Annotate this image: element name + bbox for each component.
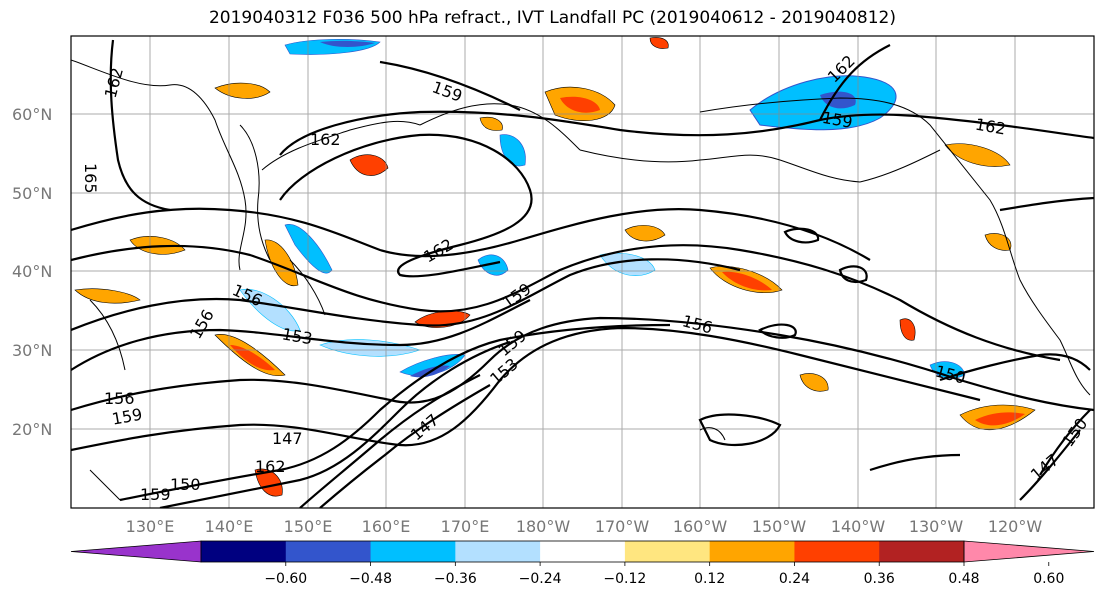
lon-label: 180°W <box>516 517 571 536</box>
colorbar-segment <box>455 541 541 562</box>
lon-label: 150°E <box>284 517 333 536</box>
colorbar-segment <box>540 541 626 562</box>
lon-label: 150°W <box>752 517 807 536</box>
lon-label: 160°W <box>673 517 728 536</box>
lat-label: 30°N <box>12 341 52 360</box>
contour-label: 156 <box>104 389 135 408</box>
colorbar-tick-label: −0.24 <box>519 571 562 587</box>
map-title: 2019040312 F036 500 hPa refract., IVT La… <box>208 8 896 28</box>
colorbar-segment <box>794 541 880 562</box>
lon-label: 140°W <box>831 517 886 536</box>
lon-label: 170°W <box>595 517 650 536</box>
map-frame <box>70 35 1095 509</box>
map-panel: 162 159 162 162 162 159 162 165 156 156 … <box>71 36 1094 508</box>
lat-label: 50°N <box>12 184 52 203</box>
contour-label: 165 <box>81 163 100 194</box>
lon-label: 160°E <box>362 517 411 536</box>
lon-label: 130°W <box>909 517 964 536</box>
contour-label: 159 <box>140 485 171 504</box>
lon-label: 120°W <box>988 517 1043 536</box>
colorbar-segments <box>70 540 1095 563</box>
contour-label: 147 <box>272 429 303 448</box>
lat-label: 60°N <box>12 105 52 124</box>
colorbar-tick-label: 0.36 <box>864 571 895 587</box>
contour-label: 162 <box>255 457 286 476</box>
colorbar-outline <box>200 540 965 563</box>
colorbar-tick-label: −0.60 <box>264 571 307 587</box>
colorbar-ticks: −0.60 −0.48 −0.36 −0.24 −0.12 0.12 0.24 0.36 0.4… <box>264 562 1064 587</box>
latitude-labels: 60°N 50°N 40°N 30°N 20°N <box>12 105 52 439</box>
lon-label: 170°E <box>441 517 490 536</box>
lon-label: 140°E <box>205 517 254 536</box>
colorbar-tick-label: −0.12 <box>603 571 646 587</box>
colorbar-segment <box>709 541 795 562</box>
colorbar-tick-label: 0.60 <box>1033 571 1064 587</box>
longitude-labels: 130°E 140°E 150°E 160°E 170°E 180°W 170°… <box>126 517 1043 536</box>
contour-label: 150 <box>170 475 201 494</box>
contour-label: 162 <box>310 130 341 149</box>
colorbar-segment <box>201 541 287 562</box>
colorbar-segment <box>285 541 372 562</box>
colorbar-segment <box>879 541 965 562</box>
colorbar-extend-max <box>963 540 1095 563</box>
lat-label: 20°N <box>12 420 52 439</box>
colorbar-tick-label: 0.48 <box>948 571 979 587</box>
colorbar-tick-label: 0.12 <box>694 571 725 587</box>
colorbar-segment <box>370 541 456 562</box>
lat-label: 40°N <box>12 262 52 281</box>
colorbar-segment <box>624 541 711 562</box>
colorbar-tick-label: −0.48 <box>349 571 392 587</box>
lon-label: 130°E <box>126 517 175 536</box>
colorbar-tick-label: −0.36 <box>434 571 477 587</box>
colorbar: −0.60 −0.48 −0.36 −0.24 −0.12 0.12 0.24 0.36 0.4… <box>70 540 1095 587</box>
colorbar-tick-label: 0.24 <box>779 571 810 587</box>
contours <box>71 39 1094 508</box>
colorbar-extend-min <box>70 540 202 563</box>
